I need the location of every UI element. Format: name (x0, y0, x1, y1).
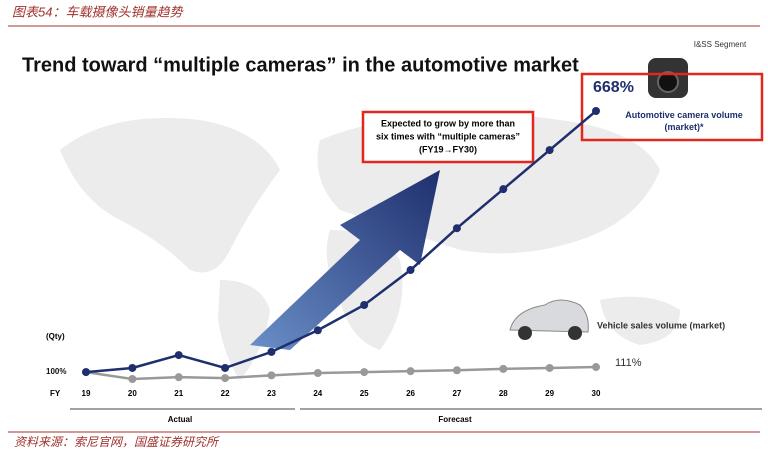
point (499, 185, 508, 194)
point (545, 146, 554, 155)
legend-label: Automotive camera volume (market)* (625, 110, 743, 132)
x-tick-label: 25 (360, 389, 369, 398)
car-icon (509, 299, 589, 340)
x-tick-label: 30 (592, 389, 601, 398)
point (406, 367, 415, 376)
point (406, 266, 415, 275)
header: 图表54：车载摄像头销量趋势 (12, 4, 184, 19)
callout-text: Expected to grow by more than (381, 118, 515, 128)
point (128, 363, 137, 372)
legend-label: Vehicle sales volume (market) (597, 320, 725, 330)
point (128, 375, 137, 383)
period-label: Actual (168, 415, 192, 424)
series-line (85, 365, 597, 381)
value-label: 111% (615, 357, 642, 369)
segment-label: I&SS Segment (694, 40, 747, 49)
x-tick-label: 23 (267, 389, 276, 398)
x-tick-label: 21 (174, 389, 183, 398)
x-tick-label: 19 (82, 389, 91, 398)
x-tick-label: 29 (545, 389, 554, 398)
point (545, 363, 554, 372)
point (452, 224, 461, 233)
point (267, 371, 276, 380)
callout-text: (FY19→FY30) (419, 144, 477, 154)
chart-title: Trend toward “multiple cameras” in the a… (22, 54, 579, 76)
x-tick-label: 26 (406, 389, 415, 398)
point (592, 363, 600, 372)
x-tick-label: 24 (313, 389, 322, 398)
point (313, 326, 322, 335)
point (174, 351, 183, 360)
point (592, 107, 600, 115)
y-label: (Qty) (46, 332, 65, 341)
point (221, 363, 230, 372)
point (82, 368, 90, 377)
x-tick-label: 28 (499, 389, 508, 398)
period-label: Forecast (438, 415, 472, 424)
point (360, 368, 369, 377)
point (499, 364, 508, 373)
x-label: FY (50, 389, 61, 398)
point (313, 369, 322, 378)
camera-icon (648, 58, 688, 98)
callout-box (361, 110, 535, 164)
point (221, 374, 230, 383)
value-label: 668% (593, 79, 634, 96)
highlight-box (580, 72, 764, 142)
callout-text: six times with “multiple cameras” (376, 131, 520, 141)
x-tick-label: 27 (452, 389, 461, 398)
point (174, 373, 183, 382)
source: 资料来源：索尼官网，国盛证券研究所 (14, 435, 220, 449)
series-line (85, 110, 597, 374)
x-tick-label: 22 (221, 389, 230, 398)
growth-arrow (250, 170, 440, 350)
value-label: 100% (46, 367, 66, 376)
point (267, 347, 276, 356)
point (452, 366, 461, 375)
point (360, 300, 369, 309)
x-tick-label: 20 (128, 389, 137, 398)
